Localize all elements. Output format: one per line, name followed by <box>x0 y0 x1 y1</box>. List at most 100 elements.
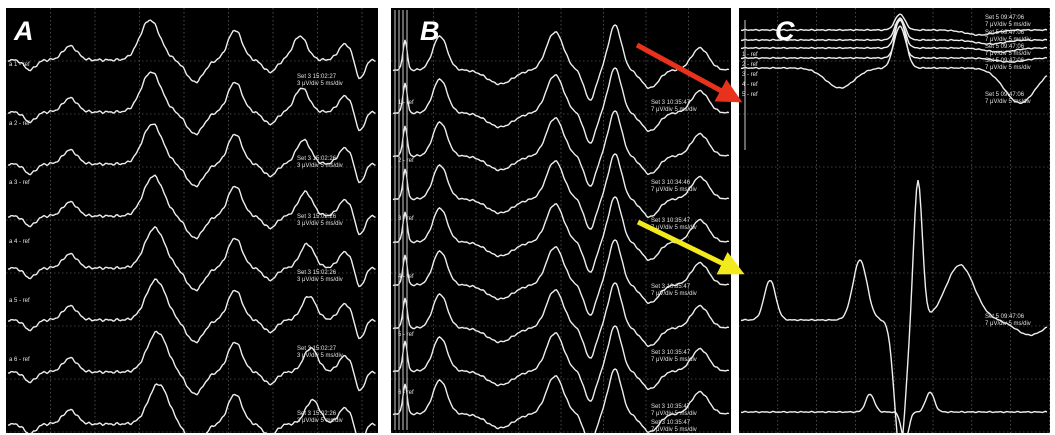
channel-label: 5 - ref <box>398 332 414 338</box>
trace-annotation-scale: 7 μV/div 5 ms/div <box>651 427 697 433</box>
waveform-trace <box>392 325 730 402</box>
trace-annotation-scale: 3 μV/div 5 ms/div <box>297 277 343 283</box>
waveform-trace <box>7 278 376 344</box>
trace-annotation-scale: 7 μV/div 5 ms/div <box>651 411 697 417</box>
channel-label: 4 - ref <box>398 274 414 280</box>
channel-label: a 4 - ref <box>9 239 30 245</box>
waveform-trace <box>740 17 1048 46</box>
waveform-trace <box>392 67 730 144</box>
trace-annotation-set: Set 3 10:35:47 <box>651 218 691 224</box>
trace-annotation-scale: 7 μV/div 5 ms/div <box>651 357 697 363</box>
trace-annotation-scale: 7 μV/div 5 ms/div <box>985 99 1031 105</box>
trace-annotation-scale: 7 μV/div 5 ms/div <box>651 291 697 297</box>
waveform-trace <box>740 19 1048 54</box>
trace-annotation-set: Set 3 15:02:26 <box>297 411 337 417</box>
trace-annotation-set: Set 3 10:35:47 <box>651 420 691 426</box>
waveform-trace <box>7 174 376 240</box>
trace-annotation-set: Set 3 15:02:26 <box>297 214 337 220</box>
trace-annotation-scale: 7 μV/div 5 ms/div <box>985 22 1031 28</box>
waveform-trace <box>740 391 1048 433</box>
trace-annotation-scale: 7 μV/div 5 ms/div <box>651 225 697 231</box>
waveform-trace <box>392 196 730 273</box>
waveform-trace <box>740 179 1048 433</box>
waveform-trace <box>392 110 730 187</box>
channel-label: a 6 - ref <box>9 357 30 363</box>
channel-label: a 3 - ref <box>9 180 30 186</box>
trace-annotation-set: Set 3 15:02:26 <box>297 270 337 276</box>
panel-c-traces <box>740 13 1048 433</box>
panel-a-background <box>6 8 378 433</box>
panel-b-traces <box>392 10 730 433</box>
trace-annotation-scale: 7 μV/div 5 ms/div <box>651 187 697 193</box>
channel-label: a 5 - ref <box>9 298 30 304</box>
channel-label: 2 - ref <box>398 158 414 164</box>
red-arrow <box>635 42 743 103</box>
channel-label: a 1 - ref <box>9 62 30 68</box>
channel-label: 2 - ref <box>742 62 758 68</box>
trace-annotation-set: Set 3 10:34:46 <box>651 180 691 186</box>
yellow-arrow <box>636 219 745 275</box>
trace-annotation-set: Set 3 10:35:47 <box>651 350 691 356</box>
trace-annotation-set: Set 3 10:35:47 <box>651 100 691 106</box>
trace-annotation-scale: 7 μV/div 5 ms/div <box>985 51 1031 57</box>
trace-annotation-scale: 3 μV/div 5 ms/div <box>297 163 343 169</box>
trace-annotation-set: Set 3 10:35:47 <box>651 404 691 410</box>
trace-annotation-scale: 7 μV/div 5 ms/div <box>985 37 1031 43</box>
panel-b: 1 - ref 2 - ref 3 - ref 4 - ref 5 - ref 6 - r… <box>391 8 731 433</box>
trace-annotation-scale: 3 μV/div 5 ms/div <box>297 418 343 424</box>
trace-annotation-set: Set 3 15:02:26 <box>297 156 337 162</box>
panel-b-channel-labels: 1 - ref 2 - ref 3 - ref 4 - ref 5 - ref 6 - r… <box>398 100 414 396</box>
channel-label: 5 - ref <box>742 92 758 98</box>
trace-annotation-scale: 3 μV/div 5 ms/div <box>297 81 343 87</box>
channel-label: 1 - ref <box>742 52 758 58</box>
panel-a-letter: A <box>13 16 34 46</box>
panel-a-grid <box>6 8 378 433</box>
panel-separator <box>733 0 738 435</box>
trace-annotation-set: Set 5 09:47:06 <box>985 58 1025 64</box>
panel-c-letter: C <box>775 16 795 46</box>
waveform-trace <box>392 153 730 230</box>
waveform-trace <box>392 239 730 316</box>
channel-label: 3 - ref <box>398 216 414 222</box>
panel-a-channel-labels: a 1 - ref a 2 - ref a 3 - ref a 4 - ref a 5 … <box>9 62 30 363</box>
waveform-trace <box>392 368 730 433</box>
channel-label: 1 - ref <box>398 100 414 106</box>
waveform-trace <box>7 330 376 396</box>
trace-annotation-scale: 7 μV/div 5 ms/div <box>985 65 1031 71</box>
panel-c-channel-labels: 1 - ref 2 - ref 3 - ref 4 - ref 5 - ref <box>742 52 758 98</box>
channel-label: 4 - ref <box>742 82 758 88</box>
panel-b-letter: B <box>420 16 440 46</box>
trace-annotation-set: Set 5 09:47:06 <box>985 15 1025 21</box>
waveform-trace <box>7 19 376 84</box>
trace-annotation-set: Set 3 15:02:27 <box>297 74 337 80</box>
waveform-trace <box>392 282 730 359</box>
trace-annotation-set: Set 5 09:47:06 <box>985 314 1025 320</box>
trace-annotation-set: Set 5 09:47:06 <box>985 30 1025 36</box>
trace-annotation-scale: 3 μV/div 5 ms/div <box>297 221 343 227</box>
panel-c-grid <box>739 8 1050 433</box>
channel-label: a 2 - ref <box>9 121 30 127</box>
waveform-trace <box>740 13 1048 37</box>
panel-a: a 1 - ref a 2 - ref a 3 - ref a 4 - ref a 5 … <box>6 8 378 433</box>
panel-a-traces <box>7 19 376 433</box>
waveform-trace <box>7 225 376 292</box>
waveform-trace <box>7 71 376 136</box>
trace-annotation-scale: 7 μV/div 5 ms/div <box>651 107 697 113</box>
waveform-trace <box>7 383 376 433</box>
trace-annotation-set: Set 3 10:35:47 <box>651 284 691 290</box>
panel-b-grid <box>391 8 731 433</box>
trace-annotation-set: Set 5 09:47:06 <box>985 44 1025 50</box>
trace-annotation-set: Set 5 09:47:06 <box>985 92 1025 98</box>
waveform-trace <box>7 123 376 188</box>
waveform-trace <box>392 24 730 101</box>
channel-label: 6 - ref <box>398 390 414 396</box>
trace-annotation-scale: 7 μV/div 5 ms/div <box>985 321 1031 327</box>
waveform-trace <box>740 17 1048 105</box>
trace-annotation-scale: 3 μV/div 5 ms/div <box>297 353 343 359</box>
trace-annotation-set: Set 3 15:02:27 <box>297 346 337 352</box>
channel-label: 3 - ref <box>742 72 758 78</box>
